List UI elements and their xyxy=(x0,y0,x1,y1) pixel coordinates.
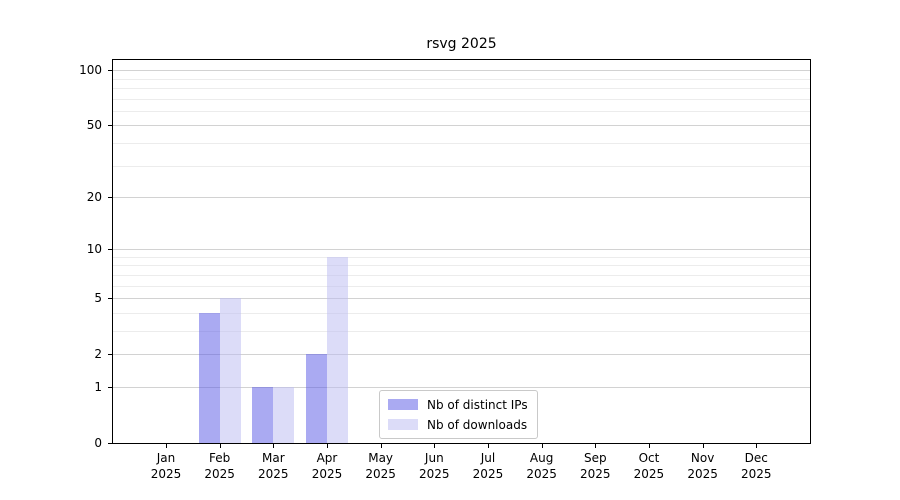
y-tick-label: 5 xyxy=(94,291,102,306)
x-tick xyxy=(273,444,275,448)
x-tick-label-month: Aug xyxy=(529,451,554,465)
gridline-minor xyxy=(113,110,810,112)
x-tick-label: Oct 2025 xyxy=(609,450,689,482)
gridline-minor xyxy=(113,330,810,332)
bar-downloads-feb xyxy=(219,298,241,443)
y-tick-label: 10 xyxy=(86,242,102,257)
x-tick-label-year: 2025 xyxy=(633,467,665,481)
x-tick xyxy=(702,444,704,448)
gridline-minor xyxy=(113,87,810,89)
x-tick-label: Apr 2025 xyxy=(287,450,367,482)
x-tick-label-year: 2025 xyxy=(311,467,343,481)
gridline-major xyxy=(113,70,810,72)
legend-item-distinct-ips: Nb of distinct IPs xyxy=(388,396,528,413)
y-tick xyxy=(108,197,112,199)
x-tick-label-month: May xyxy=(368,451,394,465)
x-tick xyxy=(434,444,436,448)
legend-swatch-downloads xyxy=(388,419,418,430)
y-tick xyxy=(108,249,112,251)
x-tick-label-year: 2025 xyxy=(150,467,182,481)
x-tick-label: Sep 2025 xyxy=(555,450,635,482)
bar-distinct-ips-apr xyxy=(305,354,327,443)
x-tick-label: Jan 2025 xyxy=(126,450,206,482)
x-tick-label-month: Sep xyxy=(583,451,607,465)
x-tick-label-month: Mar xyxy=(261,451,285,465)
bar-downloads-apr xyxy=(326,256,348,443)
x-tick xyxy=(648,444,650,448)
x-tick-label: Aug 2025 xyxy=(502,450,582,482)
x-tick xyxy=(219,444,221,448)
x-tick-label: Jun 2025 xyxy=(394,450,474,482)
bar-downloads-mar xyxy=(273,387,295,443)
x-tick-label-month: Jul xyxy=(480,451,496,465)
x-tick-label-year: 2025 xyxy=(472,467,504,481)
x-tick-label-year: 2025 xyxy=(526,467,557,481)
x-tick xyxy=(380,444,382,448)
y-tick xyxy=(108,386,112,388)
plot-area: Nb of distinct IPs Nb of downloads xyxy=(112,59,811,444)
x-tick-label-year: 2025 xyxy=(687,467,718,481)
legend-item-downloads: Nb of downloads xyxy=(388,416,528,433)
x-tick-label-year: 2025 xyxy=(740,467,772,481)
gridline-major xyxy=(113,249,810,251)
y-tick-label: 50 xyxy=(86,118,102,133)
x-tick-label: Mar 2025 xyxy=(233,450,313,482)
gridline-major xyxy=(113,125,810,127)
x-tick xyxy=(595,444,597,448)
x-tick xyxy=(541,444,543,448)
x-tick-label-year: 2025 xyxy=(204,467,235,481)
bar-distinct-ips-feb xyxy=(198,312,220,443)
gridline-minor xyxy=(113,142,810,144)
y-tick-label: 20 xyxy=(86,190,102,205)
x-tick-label-month: Feb xyxy=(209,451,231,465)
y-tick-label: 100 xyxy=(79,63,102,78)
x-tick-label: Jul 2025 xyxy=(448,450,528,482)
x-tick xyxy=(326,444,328,448)
x-tick xyxy=(487,444,489,448)
x-tick-label-year: 2025 xyxy=(365,467,396,481)
gridline-minor xyxy=(113,256,810,258)
x-tick-label: Nov 2025 xyxy=(663,450,743,482)
x-tick-label-month: Jan xyxy=(156,451,176,465)
y-tick-label: 1 xyxy=(94,379,102,394)
gridline-minor xyxy=(113,274,810,276)
gridline-minor xyxy=(113,265,810,267)
y-tick xyxy=(108,443,112,444)
bar-distinct-ips-mar xyxy=(252,387,274,443)
x-tick xyxy=(756,444,758,448)
y-tick-label: 2 xyxy=(94,347,102,362)
gridline-minor xyxy=(113,98,810,100)
y-tick xyxy=(108,354,112,356)
x-tick-label: May 2025 xyxy=(341,450,421,482)
gridline-minor xyxy=(113,78,810,80)
x-tick-label-month: Oct xyxy=(638,451,660,465)
chart-title: rsvg 2025 xyxy=(426,36,497,52)
gridline-major xyxy=(113,298,810,300)
gridline-major xyxy=(113,197,810,199)
x-tick-label-month: Jun xyxy=(424,451,444,465)
x-tick xyxy=(166,444,167,448)
x-tick-label-month: Apr xyxy=(316,451,338,465)
y-tick xyxy=(108,125,112,127)
legend: Nb of distinct IPs Nb of downloads xyxy=(379,390,538,439)
gridline-minor xyxy=(113,285,810,287)
legend-label-distinct-ips: Nb of distinct IPs xyxy=(427,397,528,412)
x-tick-label-year: 2025 xyxy=(258,467,289,481)
x-tick-label-year: 2025 xyxy=(419,467,450,481)
x-tick-label: Feb 2025 xyxy=(180,450,260,482)
y-tick xyxy=(108,70,112,72)
y-tick-label: 0 xyxy=(94,436,102,450)
gridline-major xyxy=(113,386,810,388)
gridline-major xyxy=(113,354,810,356)
x-tick-label-year: 2025 xyxy=(579,467,611,481)
y-tick xyxy=(108,298,112,300)
legend-swatch-distinct-ips xyxy=(388,399,418,410)
x-tick-label: Dec 2025 xyxy=(716,450,796,482)
gridline-minor xyxy=(113,312,810,314)
gridline-minor xyxy=(113,165,810,167)
x-tick-label-month: Nov xyxy=(690,451,715,465)
x-tick-label-month: Dec xyxy=(744,451,768,465)
legend-label-downloads: Nb of downloads xyxy=(427,417,528,432)
